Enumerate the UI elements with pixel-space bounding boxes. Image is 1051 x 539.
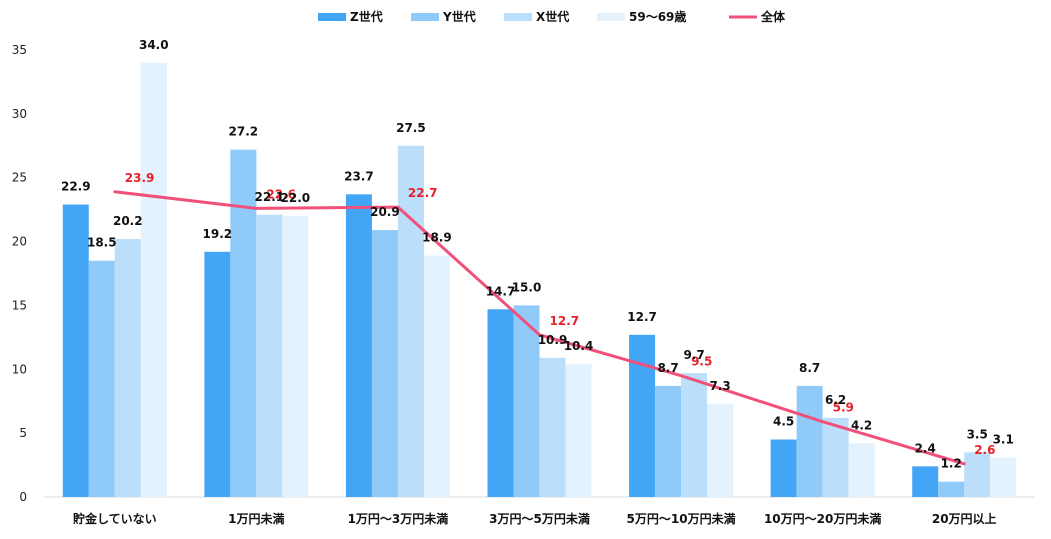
y-tick-label: 0: [19, 490, 27, 504]
bar-value-label: 23.7: [344, 169, 374, 183]
y-tick-label: 10: [12, 362, 27, 376]
y-tick-label: 35: [12, 43, 27, 57]
legend-swatch: [411, 13, 439, 21]
bar-value-label: 19.2: [203, 227, 233, 241]
bar-1: [204, 251, 231, 497]
bar-4: [848, 443, 875, 497]
bar-value-label: 22.9: [61, 180, 91, 194]
bar-4: [282, 216, 309, 497]
legend-label: Z世代: [350, 9, 383, 24]
bar-value-label: 6.2: [825, 393, 846, 407]
y-tick-label: 5: [19, 426, 27, 440]
bar-value-label: 8.7: [657, 361, 678, 375]
x-category-label: 10万円～20万円未満: [764, 511, 881, 526]
bar-3: [964, 452, 991, 497]
bar-value-label: 34.0: [139, 38, 169, 52]
overall-value-label: 22.7: [408, 186, 438, 200]
bar-value-label: 15.0: [512, 280, 542, 294]
bar-1: [770, 439, 797, 497]
bar-3: [539, 357, 566, 497]
x-category-label: 1万円～3万円未満: [348, 511, 449, 526]
bar-2: [230, 149, 257, 498]
bar-value-label: 1.2: [941, 457, 962, 471]
overall-value-label: 5.9: [833, 401, 854, 415]
overall-value-label: 23.9: [125, 171, 155, 185]
legend-label: Y世代: [442, 9, 476, 24]
bar-2: [655, 385, 682, 497]
legend-label: 59～69歳: [629, 9, 686, 24]
y-tick-label: 20: [12, 235, 27, 249]
bar-4: [423, 255, 450, 497]
bar-3: [822, 417, 849, 497]
bar-value-label: 18.5: [87, 236, 117, 250]
overall-value-label: 12.7: [550, 314, 580, 328]
bar-value-label: 10.4: [564, 339, 594, 353]
overall-value-label: 2.6: [974, 443, 995, 457]
legend-label: 全体: [760, 9, 786, 24]
bar-value-label: 14.7: [486, 284, 516, 298]
x-category-label: 20万円以上: [932, 511, 997, 526]
y-tick-label: 15: [12, 298, 27, 312]
bar-4: [140, 62, 167, 498]
bar-value-label: 12.7: [627, 310, 657, 324]
bar-value-label: 27.5: [396, 121, 426, 135]
bar-4: [990, 457, 1017, 497]
overall-value-label: 9.5: [691, 355, 712, 369]
overall-value-label: 22.6: [266, 187, 296, 201]
bar-3: [256, 214, 283, 497]
bar-2: [796, 385, 823, 497]
bar-value-label: 8.7: [799, 361, 820, 375]
x-category-label: 1万円未満: [228, 511, 284, 526]
bar-value-label: 2.4: [915, 441, 936, 455]
bar-2: [88, 260, 115, 497]
bar-value-label: 18.9: [422, 231, 452, 245]
bar-value-label: 9.7: [683, 348, 704, 362]
legend-swatch: [504, 13, 532, 21]
bar-1: [912, 466, 939, 497]
bar-2: [513, 305, 540, 497]
bar-value-label: 3.1: [993, 432, 1014, 446]
bar-1: [629, 334, 656, 497]
x-category-label: 3万円～5万円未満: [489, 511, 590, 526]
legend-swatch: [597, 13, 625, 21]
bar-3: [681, 373, 708, 497]
data-labels: 22.9 18.5 20.2 34.0 19.2 27.2 22.122.0 23.7 20.9…: [61, 38, 1014, 471]
bar-4: [565, 364, 592, 497]
bar-value-label: 10.9: [538, 333, 568, 347]
bar-value-label: 27.2: [229, 125, 259, 139]
bar-value-label: 3.5: [967, 427, 988, 441]
bar-2: [371, 230, 398, 497]
bar-1: [345, 194, 372, 497]
bar-1: [62, 204, 89, 497]
bar-4: [707, 403, 734, 497]
bar-value-label: 22.1: [255, 190, 285, 204]
bar-3: [114, 239, 141, 497]
bar-value-label: 7.3: [709, 379, 730, 393]
bars: [62, 62, 1017, 498]
bar-value-label: 4.2: [851, 418, 872, 432]
x-category-label: 貯金していない: [73, 511, 157, 526]
x-axis: 貯金していない 1万円未満 1万円～3万円未満 3万円～5万円未満 5万円～10万円未満…: [73, 511, 997, 526]
legend: Z世代 Y世代 X世代 59～69歳 全体: [318, 9, 786, 24]
bar-value-label: 22.0: [281, 191, 311, 205]
bar-2: [938, 481, 965, 497]
legend-swatch: [318, 13, 346, 21]
bar-value-label: 20.9: [370, 205, 400, 219]
bar-value-label: 20.2: [113, 214, 143, 228]
bar-value-label: 4.5: [773, 415, 794, 429]
bar-3: [397, 145, 424, 498]
y-tick-label: 30: [12, 107, 27, 121]
x-category-label: 5万円～10万円未満: [627, 511, 736, 526]
legend-label: X世代: [536, 9, 569, 24]
y-tick-label: 25: [12, 171, 27, 185]
y-axis: 0 5 10 15 20 25 30 35: [12, 43, 27, 504]
bar-1: [487, 309, 514, 497]
